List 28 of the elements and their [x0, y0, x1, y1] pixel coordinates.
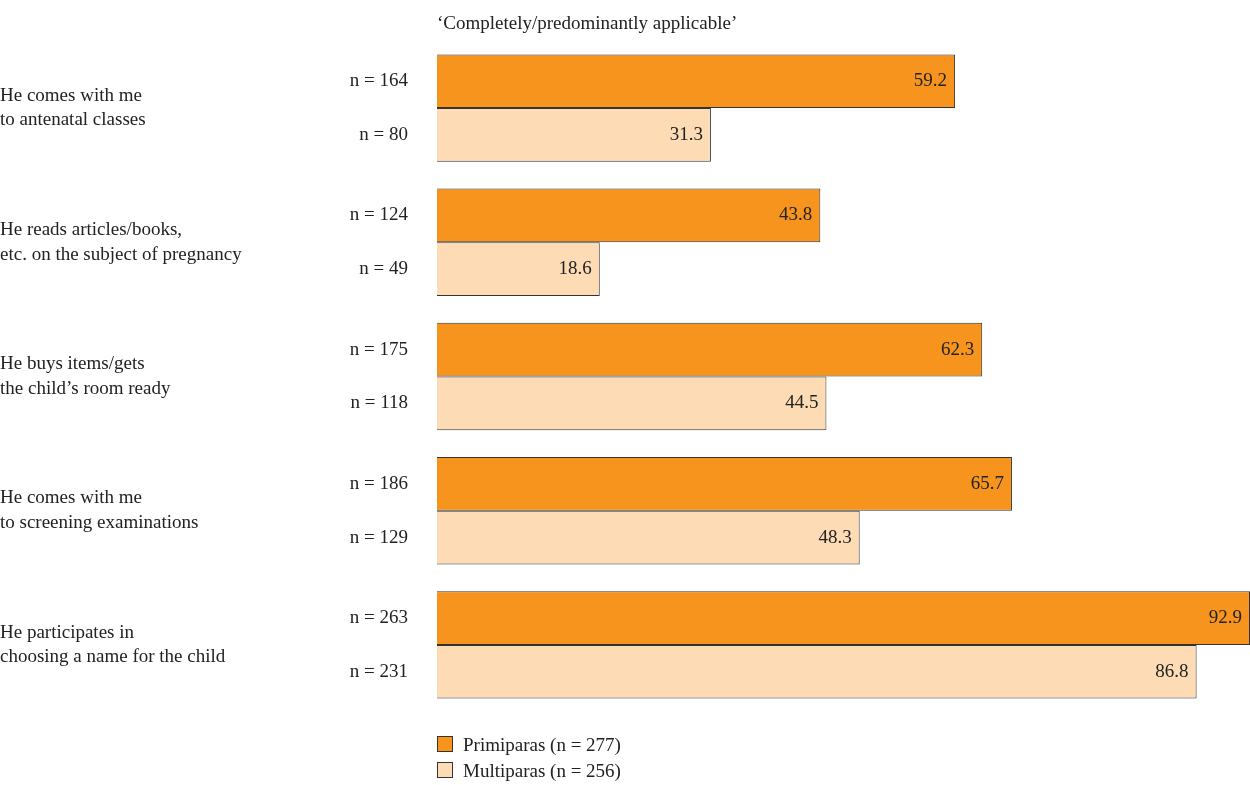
y-tick-label: He reads articles/books, etc. on the subject of pregnancy [0, 217, 243, 264]
y-tick-label: He comes with me to screening examinations [0, 486, 199, 533]
data-label: 48.3 [818, 525, 852, 547]
data-label: 86.8 [1155, 659, 1189, 681]
text: n = 186 [349, 471, 408, 493]
chart-title: ‘Completely/predominantly applicable’ [437, 12, 738, 34]
legend-label: Multiparas (n = 256) [462, 759, 621, 783]
text: n = 118 [350, 391, 408, 413]
data-label: 43.8 [779, 203, 813, 225]
data-label: 92.9 [1208, 606, 1242, 628]
y-tick-label: He buys items/gets the child’s room ready [0, 352, 171, 398]
legend-label: Primiparas (n = 277) [462, 733, 621, 757]
y-tick-label: He comes with me to antenatal classes [0, 83, 146, 130]
data-label: 59.2 [913, 69, 948, 91]
data-label: 62.3 [940, 337, 975, 359]
data-label: 65.7 [970, 471, 1004, 493]
text: n = 164 [349, 69, 409, 91]
text: n = 231 [349, 659, 408, 681]
data-label: 18.6 [558, 257, 592, 279]
data-label: 44.5 [785, 391, 819, 413]
text: n = 175 [349, 337, 408, 359]
y-tick-label: He participates in choosing a name for the child [0, 620, 226, 667]
text: n = 129 [349, 525, 408, 547]
text: n = 263 [349, 606, 408, 628]
text: n = 124 [349, 203, 409, 225]
data-label: 31.3 [669, 122, 703, 144]
text: n = 80 [359, 122, 408, 144]
text: n = 49 [359, 257, 408, 279]
